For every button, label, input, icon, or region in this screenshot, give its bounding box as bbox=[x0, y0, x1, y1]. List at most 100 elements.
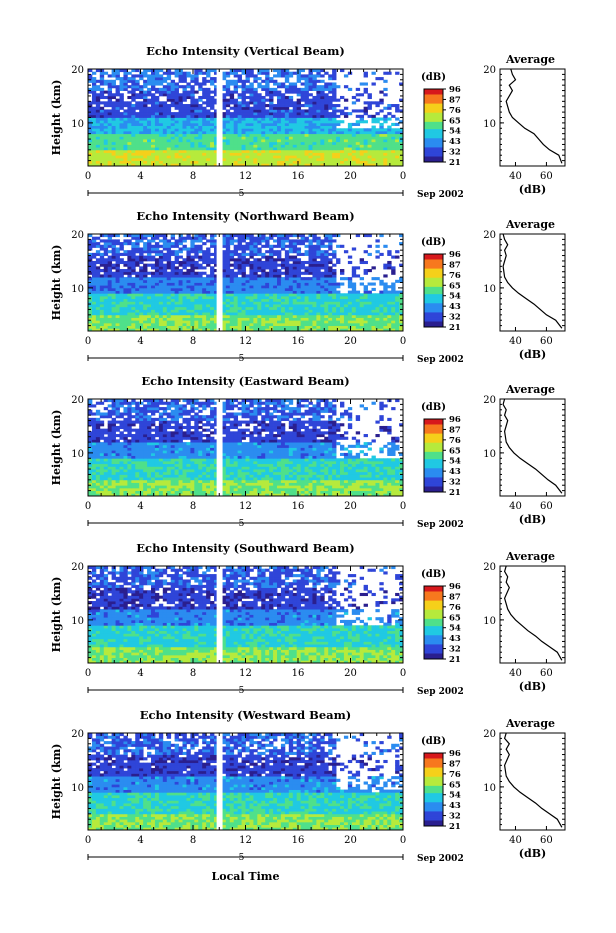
heatmap-cell bbox=[320, 120, 324, 123]
heatmap-cell bbox=[265, 82, 269, 85]
heatmap-cell bbox=[253, 88, 257, 91]
heatmap-cell bbox=[155, 309, 159, 312]
heatmap-cell bbox=[293, 293, 297, 296]
heatmap-cell bbox=[175, 123, 179, 126]
heatmap-cell bbox=[155, 101, 159, 104]
heatmap-cell bbox=[194, 237, 198, 240]
heatmap-cell bbox=[147, 256, 151, 259]
heatmap-cell bbox=[320, 93, 324, 96]
heatmap-cell bbox=[309, 72, 313, 75]
heatmap-cell bbox=[332, 264, 336, 267]
heatmap-cell bbox=[147, 307, 151, 310]
heatmap-cell bbox=[336, 326, 340, 329]
heatmap-cell bbox=[320, 155, 324, 158]
heatmap-cell bbox=[242, 88, 246, 91]
heatmap-cell bbox=[269, 261, 273, 264]
heatmap-cell bbox=[273, 315, 277, 318]
heatmap-cell bbox=[379, 299, 383, 302]
y-axis-label: Height (km) bbox=[50, 80, 63, 156]
heatmap-cell bbox=[171, 261, 175, 264]
heatmap-cell bbox=[104, 323, 108, 326]
heatmap-cell bbox=[155, 126, 159, 129]
heatmap-cell bbox=[186, 150, 190, 153]
heatmap-cell bbox=[293, 72, 297, 75]
heatmap-cell bbox=[293, 296, 297, 299]
heatmap-cell bbox=[139, 77, 143, 80]
heatmap-cell bbox=[143, 315, 147, 318]
heatmap-cell bbox=[147, 107, 151, 110]
heatmap-cell bbox=[281, 272, 285, 275]
heatmap-cell bbox=[104, 96, 108, 99]
heatmap-cell bbox=[312, 250, 316, 253]
heatmap-cell bbox=[147, 101, 151, 104]
heatmap-cell bbox=[387, 155, 391, 158]
heatmap-cell bbox=[175, 242, 179, 245]
heatmap-cell bbox=[356, 315, 360, 318]
heatmap-cell bbox=[320, 118, 324, 121]
heatmap-cell bbox=[309, 253, 313, 256]
heatmap-cell bbox=[375, 128, 379, 131]
heatmap-cell bbox=[120, 101, 124, 104]
heatmap-cell bbox=[127, 139, 131, 142]
heatmap-cell bbox=[167, 323, 171, 326]
heatmap-cell bbox=[127, 326, 131, 329]
heatmap-cell bbox=[246, 96, 250, 99]
heatmap-cell bbox=[120, 139, 124, 142]
heatmap-cell bbox=[375, 118, 379, 121]
heatmap-cell bbox=[190, 304, 194, 307]
heatmap-cell bbox=[277, 304, 281, 307]
heatmap-cell bbox=[159, 285, 163, 288]
heatmap-cell bbox=[206, 307, 210, 310]
heatmap-cell bbox=[269, 118, 273, 121]
heatmap-cell bbox=[312, 315, 316, 318]
heatmap-cell bbox=[289, 318, 293, 321]
heatmap-cell bbox=[190, 131, 194, 134]
heatmap-cell bbox=[131, 142, 135, 145]
heatmap-cell bbox=[171, 304, 175, 307]
heatmap-cell bbox=[281, 307, 285, 310]
heatmap-cell bbox=[265, 280, 269, 283]
heatmap-cell bbox=[348, 304, 352, 307]
heatmap-cell bbox=[100, 88, 104, 91]
heatmap-cell bbox=[261, 299, 265, 302]
heatmap-cell bbox=[226, 296, 230, 299]
heatmap-cell bbox=[175, 74, 179, 77]
heatmap-cell bbox=[179, 264, 183, 267]
heatmap-cell bbox=[104, 318, 108, 321]
heatmap-cell bbox=[246, 107, 250, 110]
heatmap-cell bbox=[139, 253, 143, 256]
heatmap-cell bbox=[273, 144, 277, 147]
heatmap-cell bbox=[234, 326, 238, 329]
heatmap-cell bbox=[257, 250, 261, 253]
heatmap-cell bbox=[383, 274, 387, 277]
heatmap-cell bbox=[348, 134, 352, 137]
heatmap-cell bbox=[238, 136, 242, 139]
heatmap-cell bbox=[285, 253, 289, 256]
heatmap-cell bbox=[131, 150, 135, 153]
heatmap-cell bbox=[293, 150, 297, 153]
heatmap-cell bbox=[143, 269, 147, 272]
heatmap-cell bbox=[183, 150, 187, 153]
heatmap-cell bbox=[344, 312, 348, 315]
heatmap-cell bbox=[309, 269, 313, 272]
heatmap-cell bbox=[104, 82, 108, 85]
heatmap-cell bbox=[265, 88, 269, 91]
heatmap-cell bbox=[320, 277, 324, 280]
heatmap-cell bbox=[167, 136, 171, 139]
heatmap-cell bbox=[167, 144, 171, 147]
heatmap-cell bbox=[391, 144, 395, 147]
heatmap-cell bbox=[269, 153, 273, 156]
heatmap-cell bbox=[175, 85, 179, 88]
heatmap-cell bbox=[202, 304, 206, 307]
heatmap-cell bbox=[348, 293, 352, 296]
heatmap-cell bbox=[312, 99, 316, 102]
heatmap-cell bbox=[332, 285, 336, 288]
heatmap-cell bbox=[163, 144, 167, 147]
heatmap-cell bbox=[190, 74, 194, 77]
heatmap-cell bbox=[234, 104, 238, 107]
heatmap-cell bbox=[309, 120, 313, 123]
heatmap-cell bbox=[391, 104, 395, 107]
heatmap-cell bbox=[234, 153, 238, 156]
heatmap-cell bbox=[147, 82, 151, 85]
heatmap-cell bbox=[147, 293, 151, 296]
